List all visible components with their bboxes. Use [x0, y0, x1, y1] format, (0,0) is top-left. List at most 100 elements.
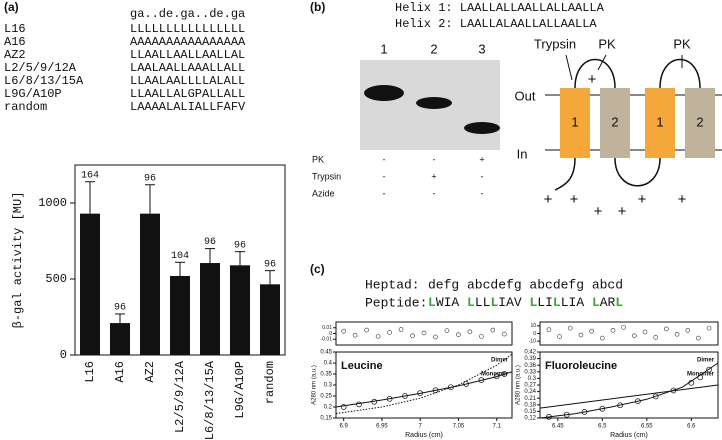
gel-band: [416, 97, 452, 109]
construct-name: L9G/A10P: [4, 87, 62, 101]
series-label: Monomer: [481, 372, 509, 378]
x-tick-label: L6/8/13/15A: [203, 360, 217, 440]
x-tick-label: 6.45: [552, 424, 564, 430]
y-tick-label: 0.33: [524, 369, 536, 375]
residual-point: [567, 325, 573, 331]
x-tick-label: 6.55: [641, 424, 653, 430]
y-tick-label: 0: [60, 348, 67, 362]
peptide-residue: L: [529, 295, 537, 310]
peptide-residue: IAV: [498, 295, 529, 310]
x-tick-label: AZ2: [143, 361, 157, 383]
y-tick-label: 500: [45, 272, 67, 286]
y-tick-label: 0.35: [320, 372, 332, 378]
treatment-sign: -: [481, 171, 484, 181]
charge: +: [618, 203, 627, 220]
residual-point: [387, 330, 392, 335]
x-tick-label: 6.9: [339, 424, 348, 430]
topology-diagram: [545, 54, 722, 191]
x-tick-label: L2/5/9/12A: [173, 360, 187, 433]
residual-point: [653, 335, 659, 340]
x-tick-label: L9G/A10P: [233, 361, 247, 419]
y-tick-label: 0.15: [524, 409, 536, 415]
sequence: LLAALLALGPALLALL: [130, 87, 245, 101]
bar: [110, 323, 130, 355]
n-label: 96: [204, 237, 216, 248]
treatment-sign: +: [479, 154, 484, 164]
helix: [685, 88, 715, 158]
lane-label: 3: [478, 41, 485, 56]
loop: [574, 58, 616, 89]
peptide-residue: AR: [600, 295, 616, 310]
construct-name: A16: [4, 35, 26, 49]
x-tick-label: 7.1: [493, 424, 502, 430]
peptide: LWIA LLLLIAV LLILLIA LARL: [428, 295, 623, 310]
side-label: In: [517, 146, 528, 161]
n-label: 96: [114, 303, 126, 314]
bar: [140, 213, 160, 355]
residual-point: [674, 331, 680, 337]
treatment-sign: -: [383, 171, 386, 181]
helix-label: 1: [571, 114, 578, 129]
sequence: LLLLLLLLLLLLLLLL: [130, 22, 245, 36]
y-axis-label: A280 nm (a.u.): [516, 365, 522, 405]
residual-point: [364, 327, 369, 333]
helix-seq: Helix 2: LAALLALAALLALLAALLA: [395, 17, 597, 31]
peptide-residue: LL: [475, 295, 491, 310]
residual-point: [421, 330, 427, 336]
terminus: [554, 157, 576, 191]
sequence: AAAAAAAAAAAAAAAA: [130, 35, 246, 49]
data-point: [652, 393, 659, 400]
treatment: Trypsin: [312, 171, 341, 181]
helix: [645, 88, 675, 158]
y-tick-label: 0.24: [524, 389, 536, 395]
residual-point: [467, 329, 473, 335]
fit-line: [539, 362, 719, 419]
fit-line: [335, 353, 513, 415]
sequence: LLAALAALLLLALALL: [130, 74, 245, 88]
arrow: [597, 54, 607, 71]
residual-point: [502, 331, 507, 337]
n-label: 96: [264, 259, 276, 270]
data-point: [501, 371, 508, 377]
n-label: 164: [81, 170, 99, 181]
helix-label: 2: [696, 114, 703, 129]
residual-point: [479, 334, 484, 339]
charge: +: [588, 71, 597, 88]
peptide-residue: L: [490, 295, 498, 310]
treatment-sign: -: [433, 188, 436, 198]
treatment-sign: +: [431, 171, 436, 181]
peptide-residue: L: [553, 295, 561, 310]
residual-point: [456, 332, 461, 337]
y-tick-label: 0.21: [524, 396, 536, 402]
residual-point: [578, 332, 584, 338]
helix-label: 2: [611, 114, 618, 129]
residual-frame: [335, 321, 513, 346]
peptide-label: Peptide:: [365, 295, 427, 310]
charge: +: [638, 191, 647, 208]
residual-tick-label: 0.01: [322, 325, 332, 331]
peptide-residue: L: [592, 295, 600, 310]
sequence: LAALAALLAAALLALL: [130, 61, 245, 75]
treatment: Azide: [312, 188, 335, 198]
residual-point: [664, 326, 669, 332]
y-tick-label: 0.2: [324, 405, 333, 411]
fit-line: [539, 384, 719, 409]
y-axis-label: A280 nm (a.u.): [312, 365, 318, 405]
n-label: 104: [171, 251, 189, 262]
x-tick-label: 7.05: [453, 424, 465, 430]
y-tick-label: 0.15: [320, 416, 332, 422]
plot-title: Leucine: [341, 360, 383, 372]
panel-label: (c): [310, 262, 325, 276]
data-point: [706, 366, 712, 373]
residual-point: [341, 328, 346, 334]
y-tick-label: 1000: [38, 196, 67, 210]
charge: +: [544, 191, 553, 208]
panel-label: (b): [310, 0, 325, 14]
y-tick-label: 0.4: [324, 361, 333, 367]
treatment-sign: -: [433, 154, 436, 164]
lane-label: 1: [380, 41, 387, 56]
y-tick-label: 0.27: [524, 383, 536, 389]
n-label: 96: [144, 173, 156, 184]
y-tick-label: 0.18: [524, 402, 536, 408]
